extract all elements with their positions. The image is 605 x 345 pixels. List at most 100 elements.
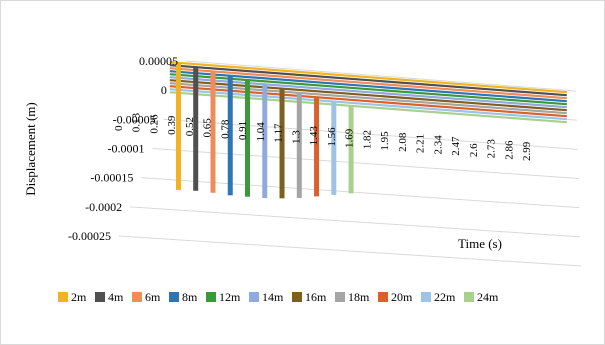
x-tick-label: 2.08	[397, 132, 409, 152]
x-tick-label: 2.99	[521, 141, 533, 161]
x-tick-label: 2.86	[503, 140, 515, 160]
y-tick-label: -0.00015	[90, 171, 133, 185]
series-spike	[175, 62, 181, 190]
x-tick-label: 2.47	[450, 136, 462, 156]
x-tick-label: 2.6	[468, 143, 480, 157]
legend-swatch	[292, 292, 302, 302]
series-14m	[169, 76, 567, 199]
x-tick-label: 1.95	[379, 131, 391, 151]
legend-swatch	[249, 292, 259, 302]
series-line	[169, 67, 567, 100]
series-spike	[314, 97, 320, 197]
y-tick-labels: 0.000050-0.00005-0.0001-0.00015-0.0002-0…	[68, 54, 178, 243]
legend-label: 2m	[71, 290, 87, 304]
legend-item-14m: 14m	[249, 290, 284, 304]
series-line	[169, 82, 567, 115]
x-tick-label: 2.73	[486, 139, 498, 159]
series-4m	[169, 64, 567, 191]
series-line	[169, 64, 567, 97]
y-tick-label: -0.0001	[108, 142, 145, 156]
series-6m	[169, 67, 567, 193]
legend-swatch	[378, 292, 388, 302]
gridline	[152, 148, 579, 179]
legend-item-20m: 20m	[378, 290, 413, 304]
x-tick-label: 0.52	[184, 117, 196, 136]
x-tick-label: 2.21	[415, 134, 427, 153]
x-tick-label: 0.78	[219, 119, 231, 139]
series-22m	[169, 88, 567, 195]
series-line	[169, 85, 567, 118]
series-16m	[169, 79, 567, 199]
x-tick-label: 1.17	[273, 123, 285, 143]
legend-item-2m: 2m	[58, 290, 87, 304]
x-tick-label: 2.34	[432, 135, 444, 155]
series-20m	[169, 85, 567, 197]
series-spike	[227, 75, 233, 196]
legend-label: 22m	[434, 290, 456, 304]
y-tick-label: -0.00025	[68, 229, 111, 243]
series-line	[169, 88, 567, 121]
legend-swatch	[206, 292, 216, 302]
series-line	[169, 61, 567, 94]
series-spike	[193, 67, 199, 191]
legend-label: 20m	[391, 290, 413, 304]
y-axis-label: Displacement (m)	[23, 102, 38, 196]
x-tick-labels: 0 0.13 0.26 0.39 0.52 0.65 0.78 0.91 1.04 1.17 1.3…	[113, 113, 533, 161]
series-spike	[245, 80, 251, 197]
x-tick-label: 0.65	[202, 118, 214, 138]
series-spike	[262, 84, 268, 199]
x-tick-label: 0.13	[131, 113, 143, 133]
legend-label: 14m	[262, 290, 284, 304]
legend-label: 24m	[477, 290, 499, 304]
x-tick-label: 1.56	[326, 127, 338, 147]
x-tick-label: 1.82	[361, 130, 373, 149]
x-tick-label: 1.04	[255, 122, 267, 142]
legend-swatch	[169, 292, 179, 302]
series-12m	[169, 73, 567, 197]
x-tick-label: 0.39	[166, 115, 178, 135]
series-line	[169, 70, 567, 103]
series-spike	[296, 92, 302, 198]
gridline	[130, 206, 581, 238]
series-line	[169, 73, 567, 106]
gridline	[141, 177, 580, 209]
x-tick-label: 0.26	[148, 114, 160, 134]
legend-swatch	[95, 292, 105, 302]
legend-label: 4m	[108, 290, 124, 304]
legend-item-16m: 16m	[292, 290, 327, 304]
x-tick-label: 1.3	[290, 130, 302, 144]
x-tick-label: 1.69	[344, 128, 356, 148]
legend-item-6m: 6m	[132, 290, 161, 304]
series-24m	[169, 91, 567, 194]
legend-swatch	[132, 292, 142, 302]
x-tick-label: 0	[113, 125, 125, 131]
gridline	[185, 60, 577, 92]
series-8m	[169, 70, 567, 196]
gridline	[118, 235, 582, 267]
legend-swatch	[58, 292, 68, 302]
y-tick-label: -0.00005	[113, 112, 156, 126]
series-spike	[348, 105, 354, 194]
legend-item-18m: 18m	[335, 290, 370, 304]
y-tick-label: 0	[161, 83, 167, 97]
series-spike	[210, 71, 216, 193]
y-tick-label: 0.00005	[139, 54, 178, 68]
series-18m	[169, 82, 567, 198]
legend-item-22m: 22m	[421, 290, 456, 304]
series-line	[169, 91, 567, 124]
series-line	[169, 76, 567, 109]
series-spike	[279, 88, 285, 199]
x-axis-label: Time (s)	[458, 236, 502, 251]
legend-swatch	[464, 292, 474, 302]
x-tick-label: 1.43	[308, 126, 320, 146]
legend-label: 6m	[145, 290, 161, 304]
legend-item-8m: 8m	[169, 290, 198, 304]
legend-item-4m: 4m	[95, 290, 124, 304]
y-tick-label: -0.0002	[85, 200, 122, 214]
legend-item-24m: 24m	[464, 290, 499, 304]
series-2m	[169, 61, 567, 190]
legend-label: 12m	[219, 290, 241, 304]
series-line	[169, 79, 567, 112]
